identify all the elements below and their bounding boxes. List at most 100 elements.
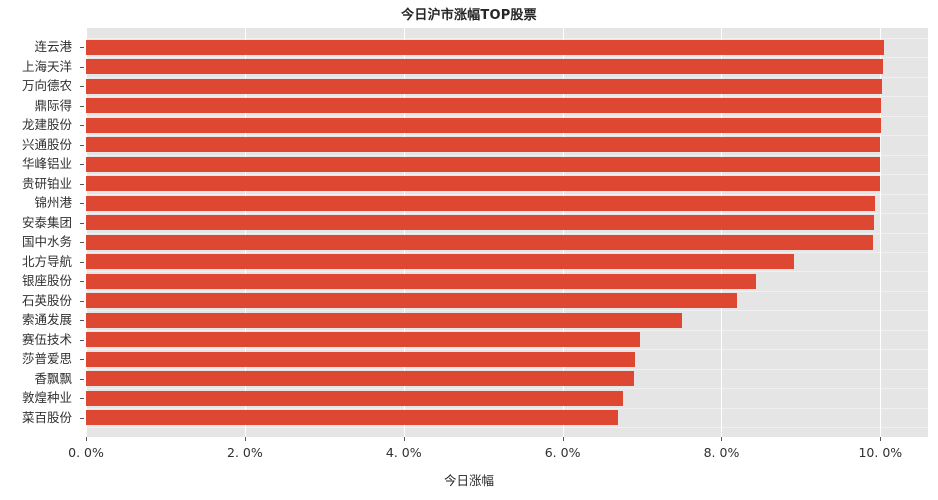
bar-series [86, 28, 928, 437]
y-axis-label: 万向德农 [21, 78, 72, 94]
gridline-horizontal-5 [86, 135, 928, 137]
gridline-horizontal-0 [86, 37, 928, 39]
x-axis-tick-label: 6. 0% [544, 445, 581, 460]
y-axis-label: 北方导航 [21, 253, 72, 269]
y-axis-tick [80, 281, 84, 283]
bar [86, 195, 875, 211]
y-axis-label: 龙建股份 [21, 117, 72, 133]
y-axis-tick [80, 144, 84, 146]
bar [86, 332, 640, 348]
gridline-horizontal-4 [86, 115, 928, 117]
bar [86, 117, 882, 133]
y-axis-tick [80, 398, 84, 400]
x-axis-tick [721, 437, 723, 441]
gridline-horizontal-3 [86, 96, 928, 98]
y-axis-label: 银座股份 [21, 273, 72, 289]
gridline-horizontal-12 [86, 271, 928, 273]
gridline-horizontal-9 [86, 213, 928, 215]
gridline-horizontal-13 [86, 290, 928, 292]
gridline-horizontal-1 [86, 57, 928, 59]
y-axis-tick [80, 261, 84, 263]
y-axis-label: 鼎际得 [34, 97, 72, 113]
bar [86, 59, 883, 75]
gridline-horizontal-16 [86, 349, 928, 351]
y-axis-label: 兴通股份 [21, 136, 72, 152]
y-axis-tick [80, 164, 84, 166]
bar [86, 156, 881, 172]
y-axis-tick [80, 86, 84, 88]
x-axis-tick [403, 437, 405, 441]
chart-title: 今日沪市涨幅TOP股票 [401, 8, 537, 23]
y-axis-label: 莎普爱思 [21, 351, 72, 367]
y-axis-tick [80, 47, 84, 49]
y-axis-tick [80, 339, 84, 341]
gridline-horizontal-8 [86, 193, 928, 195]
x-axis-tick-label: 4. 0% [385, 445, 422, 460]
gridline-horizontal-6 [86, 154, 928, 156]
gridline-vertical-4 [721, 28, 723, 437]
y-axis-tick [80, 66, 84, 68]
bar [86, 215, 874, 231]
bar [86, 293, 737, 309]
y-axis-label: 石英股份 [21, 292, 72, 308]
y-axis-tick [80, 203, 84, 205]
gridline-horizontal-18 [86, 388, 928, 390]
y-axis-tick [80, 417, 84, 419]
x-axis-title: 今日涨幅 [443, 473, 494, 488]
bar [86, 390, 623, 406]
gridline-vertical-0 [86, 28, 87, 437]
gridline-horizontal-20 [86, 427, 928, 429]
bar [86, 312, 682, 328]
gridline-vertical-3 [562, 28, 564, 437]
y-axis-label: 贵研铂业 [21, 175, 72, 191]
x-axis-tick-label: 8. 0% [703, 445, 740, 460]
x-axis-tick [86, 437, 87, 441]
x-axis-tick-label: 0. 0% [68, 445, 104, 460]
gridline-vertical-5 [880, 28, 882, 437]
gridline-vertical-2 [403, 28, 405, 437]
y-axis-tick [80, 222, 84, 224]
y-axis-tick [80, 105, 84, 107]
y-axis-label: 国中水务 [21, 234, 72, 250]
y-axis-label: 赛伍技术 [21, 331, 72, 347]
bar [86, 98, 882, 114]
gridline-horizontal-7 [86, 174, 928, 176]
gridline-horizontal-19 [86, 407, 928, 409]
gridline-horizontal-17 [86, 368, 928, 370]
y-axis-label: 华峰铝业 [21, 156, 72, 172]
bar [86, 137, 881, 153]
gridline-horizontal-2 [86, 76, 928, 78]
y-axis-label: 索通发展 [21, 312, 72, 328]
gridline-horizontal-15 [86, 329, 928, 331]
y-axis-label: 锦州港 [34, 195, 72, 211]
x-axis-tick [880, 437, 882, 441]
x-axis-tick-label: 2. 0% [226, 445, 263, 460]
gridline-vertical-1 [244, 28, 246, 437]
y-axis-tick [80, 242, 84, 244]
y-axis-tick [80, 378, 84, 380]
gridline-horizontal-11 [86, 251, 928, 253]
y-axis-label: 上海天洋 [21, 58, 72, 74]
x-axis-tick-label: 10. 0% [858, 445, 903, 460]
x-axis-tick [562, 437, 564, 441]
bar [86, 351, 635, 367]
bar [86, 371, 635, 387]
y-axis-label: 连云港 [34, 39, 72, 55]
bar [86, 78, 882, 94]
gridline-horizontal-14 [86, 310, 928, 312]
y-axis-label: 香飘飘 [34, 370, 72, 386]
y-axis-tick [80, 125, 84, 127]
y-axis-label: 菜百股份 [21, 409, 72, 425]
y-axis-tick [80, 320, 84, 322]
bar [86, 176, 880, 192]
bar [86, 254, 794, 270]
y-axis-tick [80, 359, 84, 361]
gridline-horizontal-10 [86, 232, 928, 234]
y-axis-tick [80, 183, 84, 185]
x-axis-tick [244, 437, 246, 441]
y-axis-label: 敦煌种业 [21, 390, 72, 406]
bar [86, 234, 874, 250]
bar [86, 39, 885, 55]
y-axis-labels: 连云港 上海天洋 万向德农 鼎际得 龙建股份 兴通股份 华峰铝业 贵研铂业 锦州港 安泰集团 国中水… [0, 28, 80, 437]
